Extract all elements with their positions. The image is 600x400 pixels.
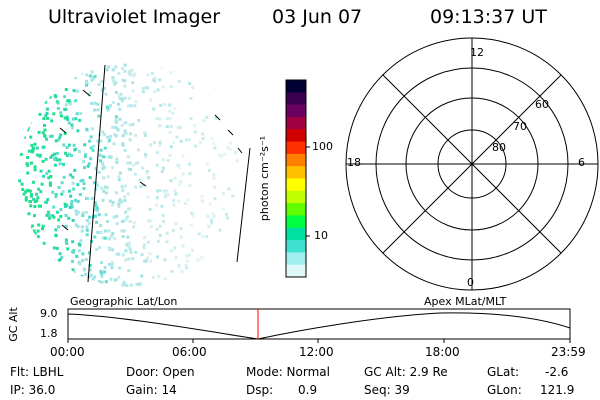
colorbar-stripe bbox=[286, 92, 306, 106]
image-grid-lines bbox=[59, 64, 251, 283]
colorbar-stripe bbox=[286, 153, 306, 167]
alt-xtick-2: 12:00 bbox=[299, 345, 334, 359]
status-flt: Flt: LBHL bbox=[10, 365, 64, 379]
colorbar-stripe bbox=[286, 141, 306, 155]
status-glon-label: GLon: bbox=[487, 383, 522, 397]
status-gc-alt: GC Alt: 2.9 Re bbox=[364, 365, 448, 379]
mlt-label-6: 6 bbox=[578, 156, 585, 169]
alt-xtick-4: 23:59 bbox=[551, 345, 586, 359]
colorbar-stripe bbox=[286, 252, 306, 266]
status-glat-label: GLat: bbox=[487, 365, 520, 379]
mlt-label-18: 18 bbox=[347, 156, 361, 169]
status-seq: Seq: 39 bbox=[364, 383, 410, 397]
status-glat-value: -2.6 bbox=[545, 365, 569, 379]
status-glon-value: 121.9 bbox=[540, 383, 575, 397]
colorbar-tick-10: 10 bbox=[314, 229, 328, 242]
alt-xtick-1: 06:00 bbox=[172, 345, 207, 359]
colorbar-tick-100: 100 bbox=[312, 140, 333, 153]
geographic-label: Geographic Lat/Lon bbox=[70, 295, 178, 308]
mlat-label-70: 70 bbox=[513, 120, 527, 133]
colorbar-stripe bbox=[286, 227, 306, 241]
colorbar-stripe bbox=[286, 104, 306, 118]
status-ip: IP: 36.0 bbox=[10, 383, 56, 397]
status-dsp-label: Dsp: bbox=[246, 383, 274, 397]
time-label: 09:13:37 UT bbox=[430, 6, 547, 28]
mlt-label-0: 0 bbox=[467, 276, 474, 289]
colorbar-stripe bbox=[286, 129, 306, 143]
app-title: Ultraviolet Imager bbox=[48, 6, 221, 28]
alt-xtick-0: 00:00 bbox=[50, 345, 85, 359]
colorbar bbox=[286, 80, 306, 278]
status-mode: Mode: Normal bbox=[246, 365, 330, 379]
alt-ytick-1: 1.8 bbox=[40, 327, 58, 340]
colorbar-stripe bbox=[286, 116, 306, 130]
alt-xtick-3: 18:00 bbox=[425, 345, 460, 359]
status-gain: Gain: 14 bbox=[126, 383, 177, 397]
colorbar-stripe bbox=[286, 203, 306, 216]
altitude-plot bbox=[67, 308, 571, 343]
apex-label: Apex MLat/MLT bbox=[424, 295, 507, 308]
uv-image-disk bbox=[18, 63, 242, 287]
colorbar-stripe bbox=[286, 166, 306, 179]
mlt-label-12: 12 bbox=[470, 46, 484, 59]
mlat-label-80: 80 bbox=[492, 141, 506, 154]
status-door: Door: Open bbox=[126, 365, 195, 379]
colorbar-stripe bbox=[286, 190, 306, 204]
colorbar-stripe bbox=[286, 178, 306, 192]
polar-plot bbox=[345, 37, 599, 291]
alt-ylabel: GC Alt bbox=[6, 307, 20, 342]
date-label: 03 Jun 07 bbox=[272, 6, 363, 28]
colorbar-unit-label: photon cm⁻²s⁻¹ bbox=[258, 135, 272, 222]
colorbar-stripe bbox=[286, 80, 306, 93]
colorbar-stripe bbox=[286, 264, 306, 278]
status-dsp-value: 0.9 bbox=[298, 383, 318, 397]
mlat-label-60: 60 bbox=[535, 98, 549, 111]
alt-ytick-9: 9.0 bbox=[40, 307, 58, 320]
colorbar-stripe bbox=[286, 240, 306, 253]
colorbar-stripe bbox=[286, 215, 306, 229]
